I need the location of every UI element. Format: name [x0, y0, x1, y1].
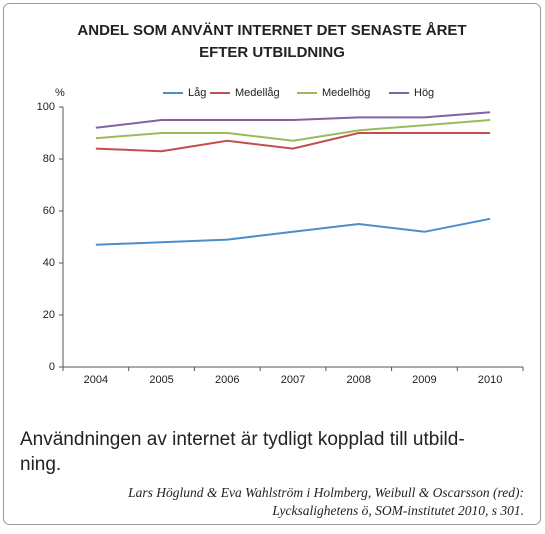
legend-label: Låg	[188, 87, 206, 99]
y-tick-label: 40	[43, 257, 55, 269]
x-tick-label: 2008	[346, 374, 370, 386]
y-tick-label: 20	[43, 309, 55, 321]
x-tick-label: 2007	[281, 374, 305, 386]
y-tick-label: 100	[37, 101, 55, 113]
x-tick-label: 2005	[149, 374, 173, 386]
series-line	[95, 132, 491, 153]
frame	[3, 3, 541, 525]
y-tick-label: 0	[49, 361, 55, 373]
series-line	[95, 217, 491, 246]
legend-label: Medelhög	[322, 87, 370, 99]
legend-label: Medellåg	[235, 87, 280, 99]
x-tick-label: 2006	[215, 374, 239, 386]
y-tick-label: 80	[43, 153, 55, 165]
caption: ning.	[20, 454, 61, 475]
y-axis-label: %	[55, 87, 65, 99]
chart-title: EFTER UTBILDNING	[199, 44, 345, 61]
series-line	[95, 111, 491, 129]
caption: Användningen av internet är tydligt kopp…	[20, 429, 465, 450]
legend-label: Hög	[414, 87, 434, 99]
y-tick-label: 60	[43, 205, 55, 217]
series-line	[95, 119, 491, 142]
source: Lars Höglund & Eva Wahlström i Holmberg,…	[127, 485, 524, 500]
x-tick-label: 2009	[412, 374, 436, 386]
x-tick-label: 2010	[478, 374, 502, 386]
x-tick-label: 2004	[84, 374, 108, 386]
source: Lycksalighetens ö, SOM-institutet 2010, …	[271, 503, 524, 518]
chart-title: ANDEL SOM ANVÄNT INTERNET DET SENASTE ÅR…	[77, 22, 466, 39]
